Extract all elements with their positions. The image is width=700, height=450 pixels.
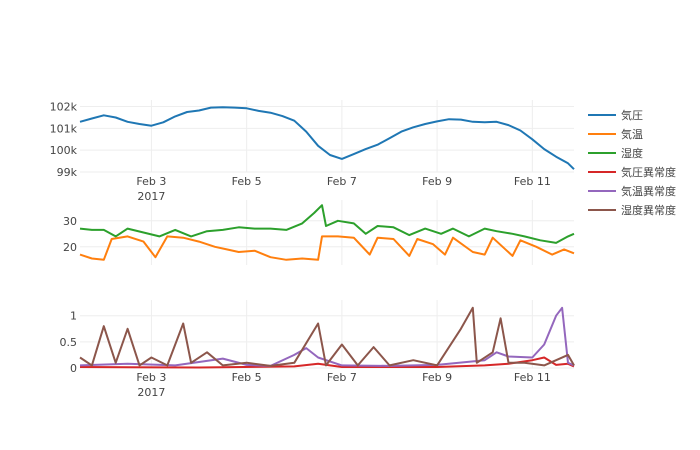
panel-3: 0 0.5 1 Feb 3 Feb 5 Feb 7 Feb 9 Feb 11 2017 bbox=[60, 300, 575, 399]
legend-label: 気圧 bbox=[621, 108, 643, 122]
legend-label: 湿度異常度 bbox=[621, 203, 676, 217]
y-tick-label: 0 bbox=[70, 362, 77, 375]
y-tick-label: 0.5 bbox=[60, 336, 78, 349]
x-year-label: 2017 bbox=[137, 386, 165, 399]
y-tick-label: 99k bbox=[57, 166, 78, 179]
series-line-気圧 bbox=[79, 106, 575, 170]
x-tick-label: Feb 7 bbox=[327, 371, 357, 384]
legend-label: 気温異常度 bbox=[621, 184, 676, 198]
x-tick-label: Feb 9 bbox=[422, 371, 452, 384]
series-line-気温 bbox=[79, 235, 575, 261]
x-tick-label: Feb 5 bbox=[232, 175, 262, 188]
y-tick-label: 102k bbox=[50, 101, 78, 114]
y-tick-label: 100k bbox=[50, 144, 78, 157]
x-tick-label: Feb 11 bbox=[514, 371, 551, 384]
series-line-気圧異常度 bbox=[79, 356, 575, 369]
series-line-湿度 bbox=[79, 204, 575, 244]
x-tick-label: Feb 11 bbox=[514, 175, 551, 188]
x-tick-label: Feb 3 bbox=[136, 371, 166, 384]
x-tick-label: Feb 9 bbox=[422, 175, 452, 188]
series-line-気温異常度 bbox=[79, 306, 575, 367]
panel-1: 99k 100k 101k 102k Feb 3 Feb 5 Feb 7 Feb 9 Feb 1… bbox=[50, 100, 575, 203]
x-tick-label: Feb 3 bbox=[136, 175, 166, 188]
legend-label: 気温 bbox=[621, 127, 643, 141]
y-tick-label: 20 bbox=[63, 241, 77, 254]
x-tick-label: Feb 7 bbox=[327, 175, 357, 188]
legend-label: 湿度 bbox=[621, 146, 643, 160]
x-tick-label: Feb 5 bbox=[232, 371, 262, 384]
y-tick-label: 1 bbox=[70, 310, 77, 323]
y-tick-label: 101k bbox=[50, 122, 78, 135]
legend-label: 気圧異常度 bbox=[621, 165, 676, 179]
series-line-湿度異常度 bbox=[79, 306, 575, 367]
y-tick-label: 30 bbox=[63, 215, 77, 228]
x-year-label: 2017 bbox=[137, 190, 165, 203]
